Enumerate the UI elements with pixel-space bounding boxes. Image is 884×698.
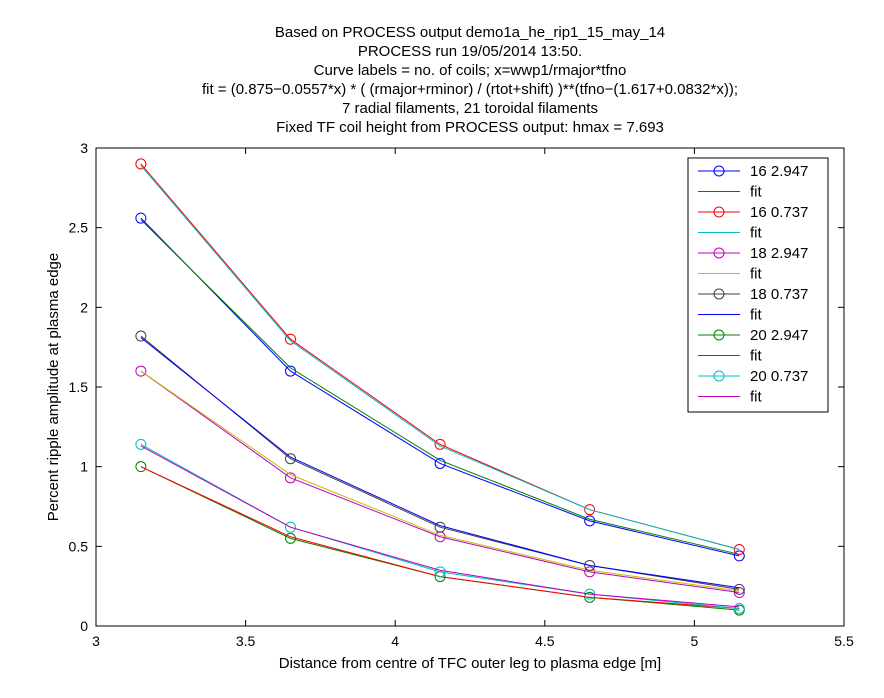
data-point-2-3 bbox=[584, 504, 596, 516]
data-point-4-3 bbox=[584, 566, 596, 578]
x-tick-label: 5.5 bbox=[834, 633, 854, 649]
data-point-6-4 bbox=[733, 583, 745, 595]
series-line-0 bbox=[140, 217, 740, 557]
x-tick-label: 3.5 bbox=[236, 633, 256, 649]
legend-label-0: 16 2.947 bbox=[750, 163, 808, 180]
legend-label-7: fit bbox=[750, 307, 763, 324]
data-point-6-0 bbox=[135, 330, 147, 342]
y-tick-label: 2 bbox=[80, 299, 88, 315]
data-point-10-4 bbox=[733, 602, 745, 614]
legend-box bbox=[687, 157, 829, 413]
x-tick-label: 3 bbox=[92, 633, 100, 649]
series-line-1 bbox=[140, 219, 740, 555]
x-tick-label: 4.5 bbox=[535, 633, 555, 649]
data-point-10-0 bbox=[135, 438, 147, 450]
chart-title-line-4: fit = (0.875−0.0557*x) * ( (rmajor+rmino… bbox=[201, 81, 739, 98]
legend-marker-6 bbox=[713, 288, 725, 300]
y-axis-label: Percent ripple amplitude at plasma edge bbox=[45, 253, 62, 522]
data-point-2-4 bbox=[733, 544, 745, 556]
legend-label-1: fit bbox=[750, 184, 763, 201]
chart-title-line-6: Fixed TF coil height from PROCESS output… bbox=[276, 119, 664, 136]
legend-marker-0 bbox=[713, 165, 725, 177]
series-line-4 bbox=[140, 370, 740, 594]
data-point-4-0 bbox=[135, 365, 147, 377]
series-layer bbox=[135, 158, 745, 616]
data-point-10-2 bbox=[434, 566, 446, 578]
legend-marker-2 bbox=[713, 206, 725, 218]
data-point-2-0 bbox=[135, 158, 147, 170]
data-point-2-1 bbox=[284, 333, 296, 345]
series-line-3 bbox=[140, 165, 740, 551]
legend-label-3: fit bbox=[750, 225, 763, 242]
axes-layer: 3 3.5 4 4.5 5 5.5 0 0.5 1 1.5 2 2.5 3 bbox=[69, 140, 854, 649]
chart-title-line-5: 7 radial filaments, 21 toroidal filament… bbox=[342, 100, 598, 117]
data-point-10-1 bbox=[284, 521, 296, 533]
data-point-4-1 bbox=[284, 472, 296, 484]
data-point-6-1 bbox=[284, 453, 296, 465]
chart-title-line-2: PROCESS run 19/05/2014 13:50. bbox=[357, 43, 583, 60]
legend-label-11: fit bbox=[750, 389, 763, 406]
data-point-8-0 bbox=[135, 461, 147, 473]
x-tick-label: 4 bbox=[391, 633, 399, 649]
x-axis-label: Distance from centre of TFC outer leg to… bbox=[279, 655, 661, 672]
legend-label-2: 16 0.737 bbox=[750, 204, 808, 221]
series-line-11 bbox=[140, 445, 740, 608]
legend-marker-10 bbox=[713, 370, 725, 382]
data-point-0-2 bbox=[434, 457, 446, 469]
y-tick-label: 1 bbox=[80, 459, 88, 475]
legend-label-10: 20 0.737 bbox=[750, 368, 808, 385]
legend-label-4: 18 2.947 bbox=[750, 245, 808, 262]
y-tick-label: 0 bbox=[80, 618, 88, 634]
legend: 16 2.947 fit 16 0.737 fit 18 2.947 fit 18 0.73… bbox=[687, 157, 829, 413]
legend-marker-8 bbox=[713, 329, 725, 341]
legend-label-8: 20 2.947 bbox=[750, 327, 808, 344]
y-tick-label: 0.5 bbox=[69, 538, 89, 554]
data-point-2-2 bbox=[434, 438, 446, 450]
y-tick-label: 3 bbox=[80, 140, 88, 156]
legend-label-6: 18 0.737 bbox=[750, 286, 808, 303]
legend-label-5: fit bbox=[750, 266, 763, 283]
legend-label-9: fit bbox=[750, 348, 763, 365]
data-point-0-4 bbox=[733, 550, 745, 562]
chart-title-line-3: Curve labels = no. of coils; x=wwp1/rmaj… bbox=[313, 62, 627, 79]
legend-marker-4 bbox=[713, 247, 725, 259]
data-point-0-0 bbox=[135, 212, 147, 224]
y-tick-label: 1.5 bbox=[69, 379, 89, 395]
data-point-6-3 bbox=[584, 559, 596, 571]
series-line-7 bbox=[140, 337, 740, 589]
x-tick-label: 5 bbox=[691, 633, 699, 649]
series-line-5 bbox=[140, 370, 740, 592]
chart-title-line-1: Based on PROCESS output demo1a_he_rip1_1… bbox=[274, 24, 666, 41]
y-tick-label: 2.5 bbox=[69, 220, 89, 236]
